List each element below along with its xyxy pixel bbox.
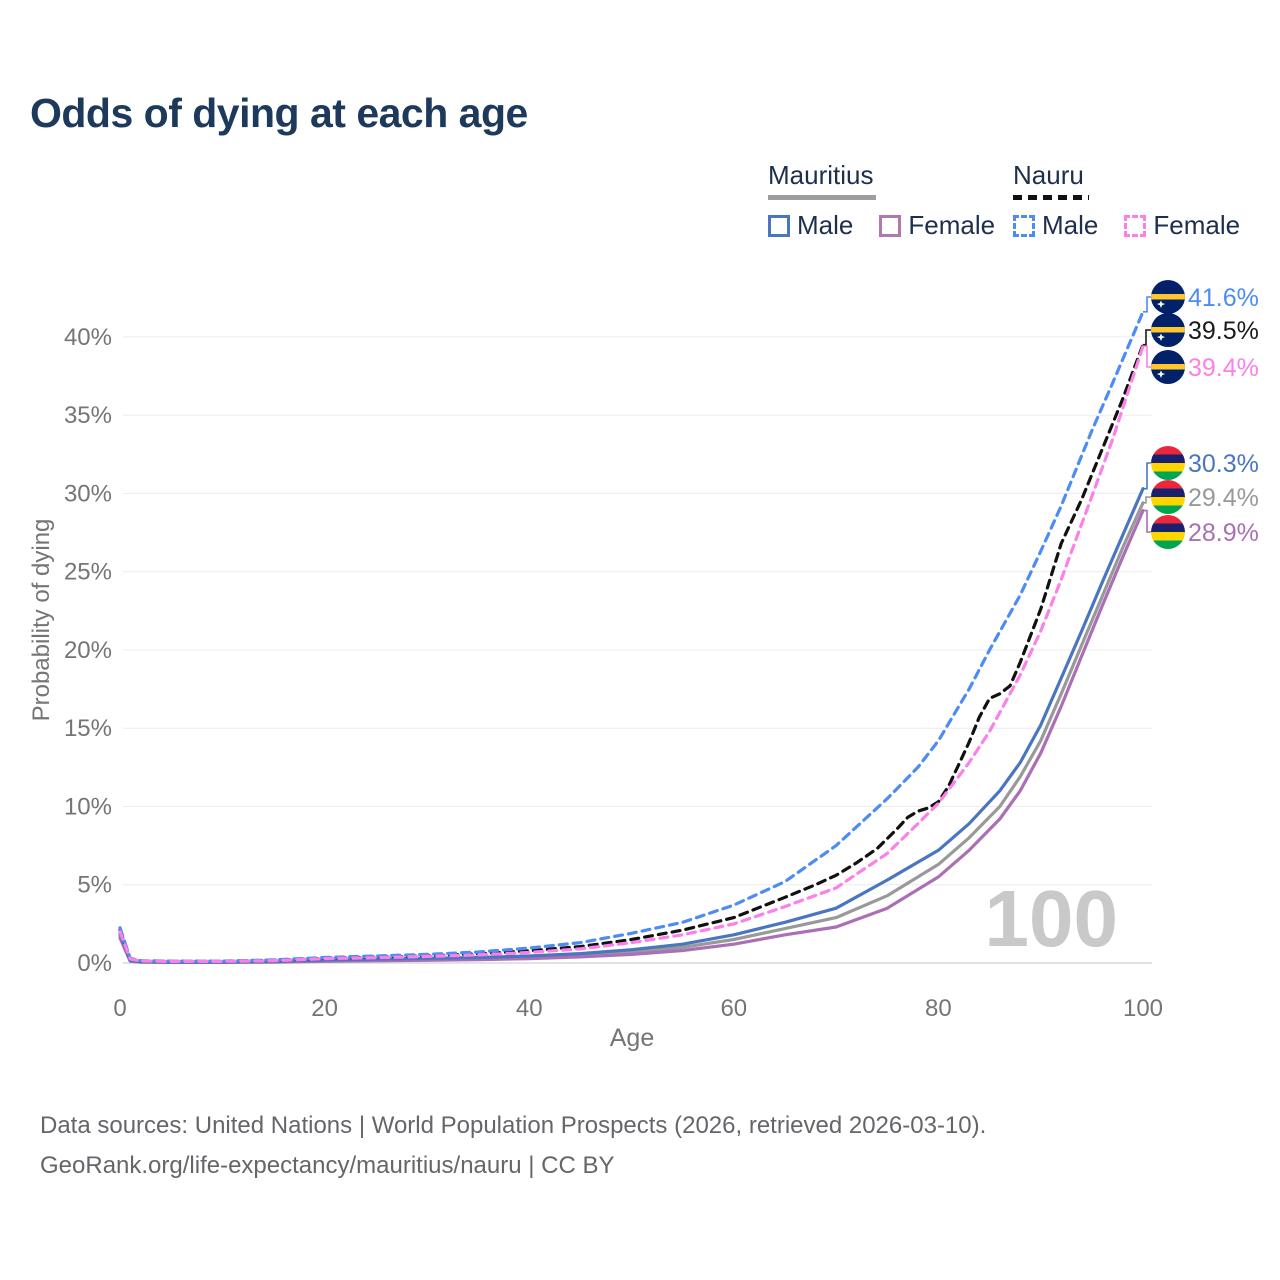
connector-mauritius-male: [1143, 462, 1151, 490]
plot-area[interactable]: [120, 290, 1152, 963]
legend-group-nauru: Nauru Male Female: [1013, 160, 1240, 241]
y-tick: 30%: [64, 480, 112, 507]
x-tick: 100: [1123, 995, 1163, 1022]
end-value: 41.6%: [1188, 284, 1259, 312]
data-sources-line: Data sources: United Nations | World Pop…: [40, 1112, 987, 1139]
legend-country-mauritius: Mauritius: [768, 160, 874, 190]
end-label-nauru: 39.5%: [1151, 313, 1259, 347]
connector-mauritius-female: [1143, 509, 1151, 533]
legend-item-mauritius-male: Male: [768, 210, 853, 241]
connector-nauru-male: [1143, 296, 1151, 313]
y-tick: 40%: [64, 324, 112, 351]
end-value: 28.9%: [1188, 519, 1259, 547]
mauritius-male-swatch-icon: [768, 214, 790, 237]
legend-group-mauritius: Mauritius Male Female: [768, 160, 995, 241]
mauritius-flag-icon: [1151, 515, 1185, 549]
legend-item-mauritius-female: Female: [879, 210, 995, 241]
x-tick: 20: [311, 995, 338, 1022]
mauritius-flag-icon: [1151, 446, 1185, 480]
x-tick: 80: [925, 995, 952, 1022]
legend-item-nauru-female: Female: [1124, 210, 1240, 241]
mauritius-line-sample: [768, 195, 876, 200]
nauru-flag-icon: [1151, 313, 1185, 347]
y-tick: 10%: [64, 794, 112, 821]
x-axis-ticks: 0 20 40 60 80 100: [113, 995, 1163, 1022]
series-curves: [118, 310, 1145, 964]
y-tick: 0%: [77, 950, 112, 977]
y-tick: 25%: [64, 559, 112, 586]
y-tick: 35%: [64, 402, 112, 429]
legend-item-label: Male: [1042, 210, 1099, 240]
mauritius-female-swatch-icon: [879, 214, 902, 237]
end-value: 39.4%: [1188, 354, 1259, 382]
end-label-mauritius-male: 30.3%: [1151, 446, 1259, 480]
legend-item-label: Female: [1153, 210, 1241, 240]
connector-mauritius: [1143, 496, 1151, 504]
end-label-mauritius: 29.4%: [1151, 480, 1259, 514]
nauru-male-swatch-icon: [1013, 214, 1035, 237]
end-value: 30.3%: [1188, 450, 1259, 478]
nauru-line-sample: [1013, 195, 1089, 200]
legend-item-label: Male: [797, 210, 854, 240]
y-tick: 15%: [64, 715, 112, 742]
x-tick: 0: [113, 995, 126, 1022]
end-value: 39.5%: [1188, 317, 1259, 345]
connector-nauru: [1143, 329, 1151, 346]
mauritius-flag-icon: [1151, 480, 1185, 514]
page-title: Odds of dying at each age: [30, 90, 528, 136]
end-label-nauru-female: 39.4%: [1151, 350, 1259, 384]
gridlines: [123, 336, 1152, 964]
end-value: 29.4%: [1188, 484, 1259, 512]
end-label-mauritius-female: 28.9%: [1151, 515, 1259, 549]
label-connectors: [1143, 296, 1151, 533]
end-label-nauru-male: 41.6%: [1151, 280, 1259, 314]
x-axis-title: Age: [610, 1024, 654, 1052]
legend-item-label: Female: [908, 210, 996, 240]
connector-nauru-female: [1143, 345, 1151, 368]
series-line-nauru_male[interactable]: [118, 310, 1145, 963]
series-line-nauru_female[interactable]: [118, 344, 1145, 963]
legend-country-nauru: Nauru: [1013, 160, 1084, 190]
attribution-line: GeoRank.org/life-expectancy/mauritius/na…: [40, 1152, 615, 1179]
nauru-female-swatch-icon: [1124, 214, 1147, 237]
x-tick: 60: [720, 995, 747, 1022]
legend-item-nauru-male: Male: [1013, 210, 1098, 241]
y-tick: 5%: [77, 872, 112, 899]
age-watermark: 100: [985, 874, 1118, 963]
nauru-flag-icon: [1151, 280, 1185, 314]
y-axis-ticks: 0% 5% 10% 15% 20% 25% 30% 35% 40%: [64, 324, 112, 977]
end-labels: 41.6% 39.5% 39.4% 30.3% 29.4% 28.9%: [1151, 280, 1259, 549]
footer: Data sources: United Nations | World Pop…: [40, 1106, 986, 1186]
nauru-flag-icon: [1151, 350, 1185, 384]
x-tick: 40: [516, 995, 543, 1022]
y-tick: 20%: [64, 637, 112, 664]
